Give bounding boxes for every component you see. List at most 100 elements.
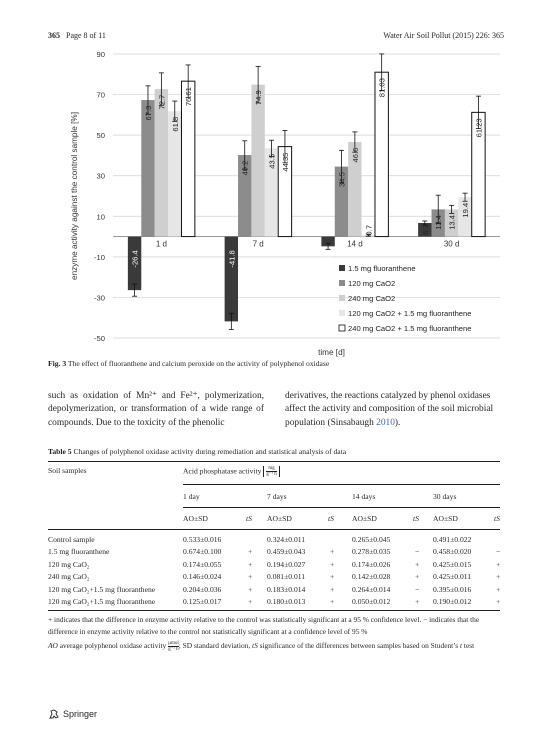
legend-swatch bbox=[338, 324, 346, 332]
ts-value: + bbox=[248, 584, 253, 594]
bar bbox=[334, 166, 349, 237]
bar bbox=[418, 222, 432, 237]
data-label: 19.4 bbox=[461, 203, 470, 218]
unit-bracket: mg g⁻¹ h bbox=[263, 466, 280, 477]
citation-link[interactable]: 2010 bbox=[376, 417, 395, 428]
ts-value: + bbox=[415, 597, 420, 606]
ao-sd-value: 0.180±0.013 bbox=[267, 597, 306, 606]
data-label: 43.5 bbox=[268, 154, 277, 169]
ts-value: + bbox=[248, 559, 253, 569]
page-of: Page 8 of 11 bbox=[66, 31, 106, 40]
category-label: 14 d bbox=[347, 240, 363, 249]
ts-value: + bbox=[330, 597, 335, 606]
y-tick-label: 10 bbox=[97, 212, 105, 221]
figure-caption-label: Fig. 3 bbox=[48, 359, 67, 368]
data-label: 76.61 bbox=[184, 87, 193, 106]
fn-t: t bbox=[460, 641, 463, 650]
bar bbox=[127, 236, 142, 291]
data-label: 46.6 bbox=[351, 148, 360, 163]
header-bottom-rule bbox=[48, 529, 500, 530]
legend-entry: 1.5 mg fluoranthene bbox=[348, 264, 416, 273]
page-number: 365 bbox=[48, 31, 60, 40]
data-label: -4.8 bbox=[324, 250, 333, 263]
body-paragraph-right: derivatives, the reactions catalyzed by … bbox=[285, 390, 499, 430]
ao-sd-value: 0.533±0.016 bbox=[183, 535, 222, 544]
page-header-left: 365 Page 8 of 11 bbox=[48, 31, 106, 40]
legend-swatch bbox=[339, 310, 345, 316]
ts-value: + bbox=[496, 572, 501, 582]
bar bbox=[238, 155, 252, 237]
ao-sd-value: 0.183±0.014 bbox=[267, 584, 306, 594]
y-tick-label: 30 bbox=[97, 172, 105, 181]
ao-sd-value: 0.204±0.036 bbox=[183, 584, 222, 594]
data-label: 13.4 bbox=[448, 215, 457, 230]
ts-value: − bbox=[415, 547, 420, 557]
data-label: 61.23 bbox=[474, 118, 483, 137]
data-label: 40.2 bbox=[241, 161, 250, 176]
table-footnote-2: AO average polyphenol oxidase activity µ… bbox=[48, 640, 500, 652]
ao-sd-value: 0.265±0.045 bbox=[352, 535, 391, 544]
group-header: Acid phosphatase activity mg g⁻¹ h bbox=[183, 466, 280, 477]
enzyme-activity-chart: -50 -30 -10 10 30 50 70 90 enzyme activity again… bbox=[70, 50, 500, 357]
table-caption: Table 5 Changes of polyphenol oxidase ac… bbox=[48, 447, 346, 456]
data-label: 81.03 bbox=[378, 78, 387, 97]
data-label: -26.4 bbox=[131, 250, 140, 267]
ao-sd-value: 0.425±0.011 bbox=[433, 572, 472, 582]
ao-sd-value: 0.174±0.055 bbox=[183, 559, 222, 569]
period-rule bbox=[183, 507, 500, 508]
bar bbox=[444, 209, 459, 237]
fn-unit-den: g⁻¹ h bbox=[168, 646, 179, 652]
bar bbox=[251, 84, 265, 237]
fn-g: significance of the differences between … bbox=[257, 641, 461, 650]
ts-header: tS bbox=[246, 514, 252, 523]
ts-value: + bbox=[248, 572, 253, 582]
y-tick-label: -10 bbox=[94, 253, 105, 262]
ao-sd-header: AO±SD bbox=[433, 514, 458, 523]
data-label: 0.7 bbox=[364, 225, 373, 236]
body-right-text: derivatives, the reactions catalyzed by … bbox=[285, 391, 494, 428]
legend-swatch bbox=[339, 295, 345, 301]
sample-name: 120 mg CaO₂+1.5 mg fluoranthene bbox=[48, 597, 156, 606]
unit-fraction: mg g⁻¹ h bbox=[266, 466, 277, 477]
legend-swatch bbox=[339, 265, 345, 271]
data-label: 72.7 bbox=[157, 95, 166, 110]
ts-value: + bbox=[496, 597, 501, 606]
ts-value: + bbox=[330, 584, 335, 594]
table-bottom-rule bbox=[48, 610, 500, 611]
fn-e: ; SD standard deviation, bbox=[178, 641, 253, 650]
ts-header: tS bbox=[413, 514, 419, 523]
sample-name: 120 mg CaO₂ bbox=[48, 559, 90, 569]
ao-sd-value: 0.081±0.011 bbox=[267, 572, 306, 582]
ao-sd-value: 0.174±0.026 bbox=[352, 559, 391, 569]
ao-sd-value: 0.459±0.043 bbox=[267, 547, 306, 557]
fn-ao: AO bbox=[48, 641, 58, 650]
sample-name: Control sample bbox=[48, 535, 95, 544]
bar bbox=[141, 100, 155, 237]
figure-caption: Fig. 3 The effect of fluoranthene and ca… bbox=[48, 359, 329, 368]
unit-num: mg bbox=[266, 466, 277, 472]
category-label: 30 d bbox=[444, 240, 460, 249]
period-header: 1 day bbox=[183, 492, 200, 501]
sample-name: 1.5 mg fluoranthene bbox=[48, 547, 110, 557]
ao-sd-header: AO±SD bbox=[267, 514, 292, 523]
ao-sd-value: 0.142±0.028 bbox=[352, 572, 391, 582]
ts-value: + bbox=[415, 572, 420, 582]
data-label: 6.7 bbox=[421, 224, 430, 235]
figure-caption-text: The effect of fluoranthene and calcium p… bbox=[67, 359, 330, 368]
fn-i: test bbox=[462, 641, 475, 650]
ao-sd-value: 0.194±0.027 bbox=[267, 559, 306, 569]
fn-unit: µmol g⁻¹ h bbox=[168, 641, 179, 652]
sample-name: 240 mg CaO₂ bbox=[48, 572, 90, 582]
legend-entry: 240 mg CaO2 + 1.5 mg fluoranthene bbox=[348, 324, 471, 333]
table-caption-label: Table 5 bbox=[48, 447, 72, 456]
ao-sd-value: 0.190±0.012 bbox=[433, 597, 472, 606]
y-tick-label: -30 bbox=[94, 293, 105, 302]
ts-value: + bbox=[248, 547, 253, 557]
ao-sd-value: 0.458±0.020 bbox=[433, 547, 472, 557]
ao-sd-value: 0.278±0.035 bbox=[352, 547, 391, 557]
springer-horse-icon bbox=[49, 709, 59, 719]
ts-header: tS bbox=[328, 514, 334, 523]
data-label: -41.8 bbox=[227, 250, 236, 267]
category-label: 7 d bbox=[253, 240, 264, 249]
fn-b: average polyphenol oxidase activity bbox=[57, 641, 169, 650]
